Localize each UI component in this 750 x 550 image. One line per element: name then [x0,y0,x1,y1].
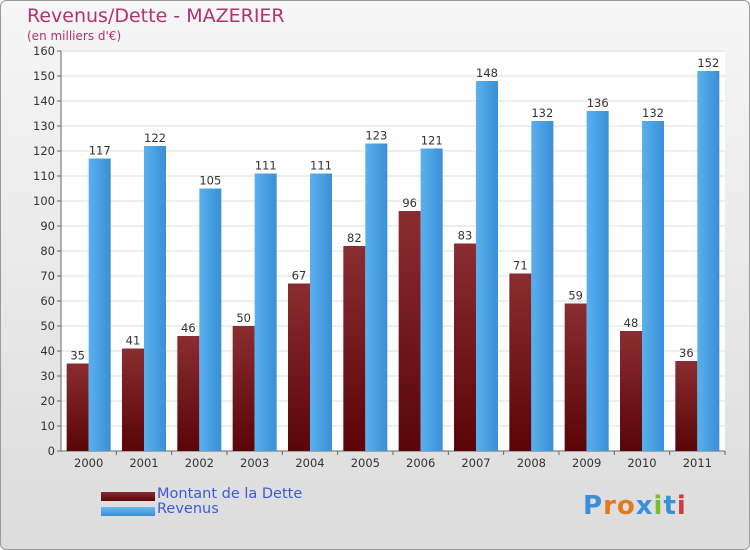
y-tick-label: 140 [33,94,55,108]
bar-revenus [144,146,166,451]
bar-revenus [531,121,554,451]
legend-swatch-revenus [101,507,155,516]
y-tick-label: 160 [33,44,55,58]
data-label-dette: 41 [126,334,141,348]
data-label-dette: 48 [624,316,639,330]
chart-title: Revenus/Dette - MAZERIER [27,5,285,27]
bar-dette [177,336,200,451]
y-tick-label: 20 [40,394,55,408]
bar-revenus [88,158,111,451]
data-label-revenus: 111 [310,159,332,173]
y-tick-label: 40 [40,344,55,358]
data-label-revenus: 148 [476,66,498,80]
logo-letter: t [663,491,677,521]
bar-dette [288,283,310,451]
bar-dette [620,331,642,451]
x-tick-label: 2007 [461,456,490,470]
y-tick-label: 10 [40,419,55,433]
data-label-revenus: 136 [587,96,609,110]
data-label-revenus: 122 [144,131,166,145]
data-label-dette: 59 [568,289,583,303]
y-tick-label: 70 [40,269,55,283]
bar-revenus [310,173,332,451]
legend-label-dette: Montant de la Dette [157,486,303,502]
bar-dette [398,211,421,451]
x-tick-label: 2009 [572,456,601,470]
y-tick-label: 150 [33,69,55,83]
logo-letter: o [616,491,636,521]
legend-label-revenus: Revenus [157,501,219,517]
logo-letter: i [676,491,687,521]
data-label-dette: 82 [347,231,362,245]
x-tick-label: 2010 [627,456,656,470]
data-label-dette: 50 [236,311,251,325]
logo-letter: P [583,491,604,521]
data-label-dette: 96 [402,196,417,210]
y-tick-label: 0 [48,444,55,458]
bar-dette [343,246,366,451]
data-label-dette: 36 [679,346,694,360]
bar-dette [509,273,532,451]
y-tick-label: 110 [33,169,55,183]
bar-revenus [476,81,498,451]
x-tick-label: 2002 [185,456,214,470]
bar-revenus [420,148,443,451]
logo-letter: x [635,491,654,521]
y-tick-label: 80 [40,244,55,258]
data-label-revenus: 111 [255,159,277,173]
y-tick-label: 100 [33,194,55,208]
x-tick-label: 2000 [74,456,103,470]
data-label-dette: 35 [70,349,85,363]
x-tick-label: 2005 [351,456,380,470]
y-tick-label: 30 [40,369,55,383]
proxiti-logo: Proxiti [583,491,687,521]
data-label-revenus: 121 [421,134,443,148]
bar-dette [66,363,89,451]
data-label-dette: 71 [513,259,528,273]
legend-swatch-dette [101,492,155,501]
bar-revenus [199,188,222,451]
bar-revenus [254,173,277,451]
data-label-revenus: 132 [531,106,553,120]
data-label-revenus: 132 [642,106,664,120]
y-tick-label: 120 [33,144,55,158]
x-tick-label: 2006 [406,456,435,470]
data-label-dette: 67 [292,269,307,283]
bar-dette [122,348,144,451]
data-label-revenus: 123 [365,129,387,143]
bar-revenus [586,111,609,451]
x-tick-label: 2001 [129,456,158,470]
bar-revenus [365,143,388,451]
logo-letter: r [603,491,617,521]
data-label-dette: 83 [458,229,473,243]
x-tick-label: 2008 [517,456,546,470]
x-tick-label: 2003 [240,456,269,470]
data-label-revenus: 117 [89,144,111,158]
bar-revenus [697,71,720,451]
y-tick-label: 130 [33,119,55,133]
y-tick-label: 60 [40,294,55,308]
y-tick-label: 50 [40,319,55,333]
x-tick-label: 2004 [295,456,324,470]
y-tick-label: 90 [40,219,55,233]
bar-dette [564,303,587,451]
bar-dette [454,243,476,451]
logo-letter: i [653,491,664,521]
bar-chart: 0 10 20 30 40 50 60 70 80 90 100 110 120 130 140 150 160… [33,44,726,470]
data-label-dette: 46 [181,321,196,335]
bar-revenus [642,121,664,451]
data-label-revenus: 152 [697,56,719,70]
x-tick-label: 2011 [683,456,712,470]
bar-dette [675,361,698,451]
bar-dette [232,326,255,451]
data-label-revenus: 105 [199,174,221,188]
chart-subtitle: (en milliers d'€) [27,29,122,43]
